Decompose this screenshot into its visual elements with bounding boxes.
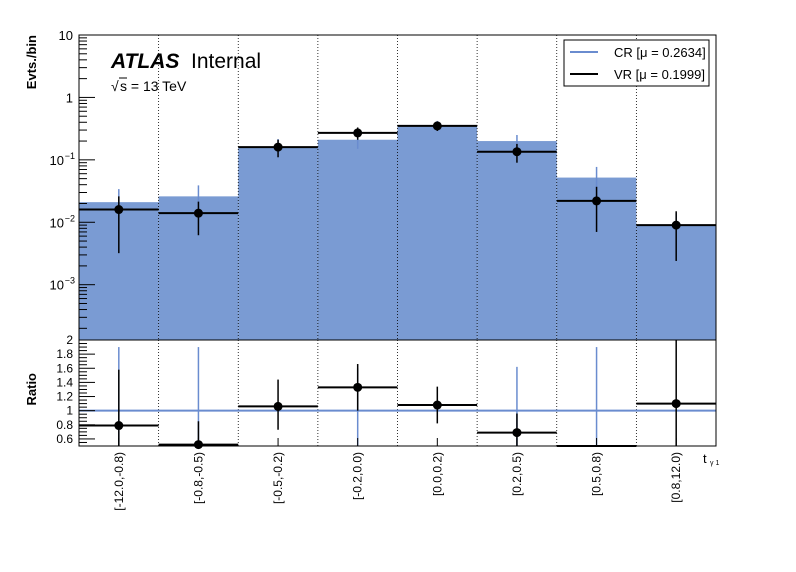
vr-point — [273, 142, 283, 152]
x-tick-label: [-0.2,0.0) — [351, 452, 365, 500]
ratio-panel: 0.60.811.21.41.61.82 Ratio — [24, 333, 717, 450]
internal-label: Internal — [191, 50, 261, 73]
vr-point — [512, 147, 522, 157]
energy-label: s = 13 TeV — [120, 78, 187, 94]
ratio-tick-label: 1 — [66, 404, 73, 418]
vr-point — [353, 128, 363, 138]
ratio-tick-label: 0.6 — [56, 432, 73, 446]
x-tick-label: [0.2,0.5) — [510, 452, 524, 496]
y-tick-label: 10 — [50, 278, 64, 293]
ratio-point — [432, 400, 442, 410]
ratio-tick-label: 2 — [66, 333, 73, 347]
annotations: ATLAS Internal √ s = 13 TeV — [110, 50, 261, 94]
legend-label-vr: VR [μ = 0.1999] — [614, 67, 705, 82]
cr-bar — [317, 139, 398, 340]
vr-point — [193, 208, 203, 218]
ratio-point — [512, 428, 522, 438]
vr-point — [592, 196, 602, 206]
x-axis-label-subscript: γ 1 — [710, 460, 719, 467]
sqrt-sign: √ — [111, 78, 119, 94]
y-axis-label: Evts./bin — [24, 35, 39, 89]
x-tick-label: [-0.8,-0.5) — [191, 452, 205, 504]
x-axis: [-12.0,-0.8) [-0.8,-0.5) [-0.5,-0.2) [-0.2,… — [112, 438, 719, 511]
legend: CR [μ = 0.2634] VR [μ = 0.1999] — [563, 39, 710, 87]
y-tick-label: 1 — [66, 90, 73, 105]
ratio-point — [273, 401, 283, 411]
vr-point — [114, 205, 124, 215]
x-tick-label: [-0.5,-0.2) — [271, 452, 285, 504]
ratio-tick-label: 1.4 — [56, 375, 73, 389]
x-tick-label: [0.0,0.2) — [430, 452, 444, 496]
cr-bar — [238, 147, 318, 340]
y-tick-label: 10 — [50, 153, 64, 168]
ratio-tick-label: 1.2 — [56, 390, 73, 404]
vr-point — [432, 121, 442, 131]
cr-bar — [477, 141, 557, 340]
ratio-tick-label: 1.6 — [56, 361, 73, 375]
ratio-point — [671, 399, 681, 409]
legend-box — [563, 39, 710, 87]
x-tick-label: [-12.0,-0.8) — [112, 452, 126, 511]
ratio-point — [114, 421, 124, 431]
cr-bar — [397, 125, 478, 340]
x-tick-label: [0.5,0.8) — [590, 452, 604, 496]
ratio-tick-label: 1.8 — [56, 347, 73, 361]
legend-label-cr: CR [μ = 0.2634] — [614, 45, 706, 60]
ratio-point — [353, 382, 363, 392]
y-tick-label: 10 — [50, 215, 64, 230]
y-tick-exponent: −3 — [65, 276, 75, 286]
atlas-label: ATLAS — [110, 50, 179, 73]
y-tick-exponent: −1 — [65, 151, 75, 161]
ratio-tick-label: 0.8 — [56, 418, 73, 432]
y-tick-exponent: −2 — [65, 213, 75, 223]
ratio-axis-label: Ratio — [24, 373, 39, 406]
x-tick-label: [0.8,12.0) — [669, 452, 683, 503]
vr-point — [671, 220, 681, 230]
y-tick-label: 10 — [59, 28, 73, 43]
x-axis-label: t — [703, 451, 707, 466]
